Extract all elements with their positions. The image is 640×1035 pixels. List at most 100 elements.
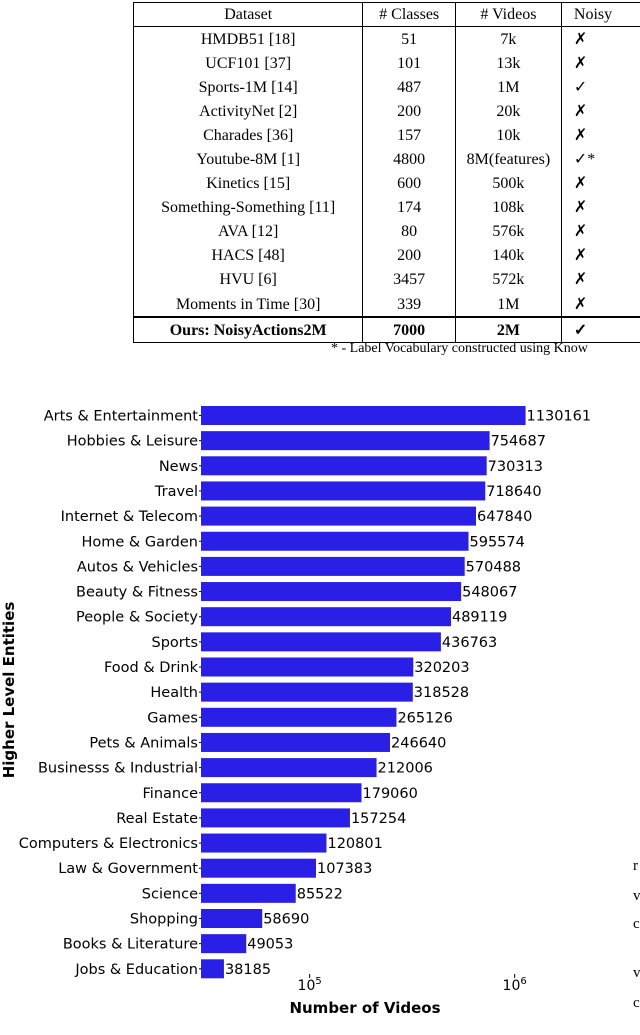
value-label: 570488 <box>466 559 521 575</box>
margin-fragment: c <box>633 995 640 1011</box>
category-label: Businesss & Industrial <box>38 761 198 777</box>
category-label: Autos & Vehicles <box>77 559 198 575</box>
cell-videos: 2M <box>454 316 562 344</box>
value-label: 107383 <box>317 861 372 877</box>
category-label: Travel <box>154 484 198 500</box>
cell-videos: 7k <box>454 26 562 52</box>
cell-classes: 339 <box>362 292 456 318</box>
cell-dataset: Something-Something [11] <box>132 195 363 220</box>
margin-fragment: r <box>633 858 638 874</box>
value-label: 548067 <box>462 585 517 601</box>
bar <box>201 732 391 752</box>
cell-dataset: Kinetics [15] <box>132 171 363 196</box>
cell-videos: 108k <box>454 195 562 220</box>
value-label: 647840 <box>477 509 532 525</box>
value-label: 246640 <box>391 735 446 751</box>
table-row: HMDB51 [18] 51 7k ✗ <box>132 26 640 52</box>
x-axis-title: Number of Videos <box>289 999 440 1017</box>
category-label: Finance <box>143 786 199 802</box>
category-label: Real Estate <box>116 811 198 827</box>
table-row: HVU [6] 3457 572k ✗ <box>132 267 640 293</box>
cell-noisy: ✓* <box>560 147 640 172</box>
cell-classes: 80 <box>362 219 456 244</box>
cell-noisy: ✗ <box>560 292 640 318</box>
cell-videos: 572k <box>454 267 562 293</box>
table-row: HACS [48] 200 140k ✗ <box>132 243 640 268</box>
bar <box>201 406 526 425</box>
category-label: Food & Drink <box>104 660 199 676</box>
bar <box>201 607 451 627</box>
cell-dataset: HACS [48] <box>132 243 363 268</box>
cell-dataset: ActivityNet [2] <box>132 99 363 124</box>
category-label: Jobs & Education <box>74 962 198 978</box>
value-label: 595574 <box>470 534 525 550</box>
table-row: Youtube-8M [1] 4800 8M(features) ✓* <box>132 147 640 172</box>
table-footnote: * - Label Vocabulary constructed using K… <box>331 341 588 356</box>
table-row: Charades [36] 157 10k ✗ <box>132 123 640 148</box>
category-label: Books & Literature <box>63 937 198 953</box>
header-dataset: Dataset <box>132 2 363 27</box>
table-row: Something-Something [11] 174 108k ✗ <box>132 195 640 220</box>
cell-classes: 3457 <box>362 267 456 293</box>
value-label: 58690 <box>263 912 309 928</box>
margin-fragment: v <box>633 888 640 904</box>
cell-noisy: ✓ <box>560 75 640 100</box>
bar <box>201 808 350 828</box>
cell-dataset: HVU [6] <box>132 267 363 293</box>
cell-noisy: ✗ <box>560 195 640 220</box>
cell-videos: 8M(features) <box>454 147 562 172</box>
table-row: UCF101 [37] 101 13k ✗ <box>132 51 640 76</box>
cell-noisy: ✗ <box>560 26 640 52</box>
table-row-ours: Ours: NoisyActions2M 7000 2M ✓ <box>132 316 640 344</box>
cell-dataset: Moments in Time [30] <box>132 292 363 318</box>
table-row: Kinetics [15] 600 500k ✗ <box>132 171 640 196</box>
cell-dataset: Charades [36] <box>132 123 363 148</box>
bar <box>201 883 296 903</box>
category-label: Internet & Telecom <box>61 509 198 525</box>
category-label: Science <box>142 886 198 902</box>
table-row: AVA [12] 80 576k ✗ <box>132 219 640 244</box>
header-videos: # Videos <box>454 2 562 27</box>
cell-classes: 51 <box>362 26 456 52</box>
x-tick-label: 105 <box>298 976 322 994</box>
category-label: Hobbies & Leisure <box>67 434 198 450</box>
category-label: Shopping <box>130 912 198 928</box>
cell-noisy: ✗ <box>560 219 640 244</box>
category-label: People & Society <box>76 610 198 626</box>
cell-videos: 1M <box>454 292 562 318</box>
value-label: 212006 <box>378 761 433 777</box>
cell-noisy: ✗ <box>560 243 640 268</box>
cell-dataset: HMDB51 [18] <box>132 26 363 52</box>
value-label: 120801 <box>327 836 382 852</box>
cell-noisy: ✗ <box>560 123 640 148</box>
cell-classes: 101 <box>362 51 456 76</box>
cell-videos: 20k <box>454 99 562 124</box>
bar <box>201 909 263 928</box>
value-label: 49053 <box>247 937 293 953</box>
value-label: 436763 <box>442 635 497 651</box>
bar <box>201 833 327 853</box>
value-label: 489119 <box>452 610 507 626</box>
bar <box>201 934 247 954</box>
value-label: 157254 <box>351 811 406 827</box>
category-label: Home & Garden <box>82 534 199 550</box>
cell-noisy: ✗ <box>560 171 640 196</box>
cell-dataset: Youtube-8M [1] <box>132 147 363 172</box>
cell-dataset: Sports-1M [14] <box>132 75 363 100</box>
bar <box>201 682 413 702</box>
category-label: Sports <box>152 635 198 651</box>
bar <box>201 758 377 778</box>
cell-classes: 200 <box>362 99 456 124</box>
value-label: 318528 <box>414 685 469 701</box>
entities-bar-chart: Arts & Entertainment 1130161 Hobbies & Lei… <box>0 406 592 1017</box>
category-label: News <box>159 459 198 475</box>
margin-fragment: v <box>633 965 640 981</box>
value-label: 320203 <box>414 660 469 676</box>
value-label: 1130161 <box>527 409 592 425</box>
cell-noisy: ✓ <box>560 316 640 344</box>
cell-dataset: AVA [12] <box>132 219 363 244</box>
cell-dataset: Ours: NoisyActions2M <box>132 316 363 344</box>
bar <box>201 783 362 803</box>
cell-dataset: UCF101 [37] <box>132 51 363 76</box>
bar <box>201 556 465 576</box>
